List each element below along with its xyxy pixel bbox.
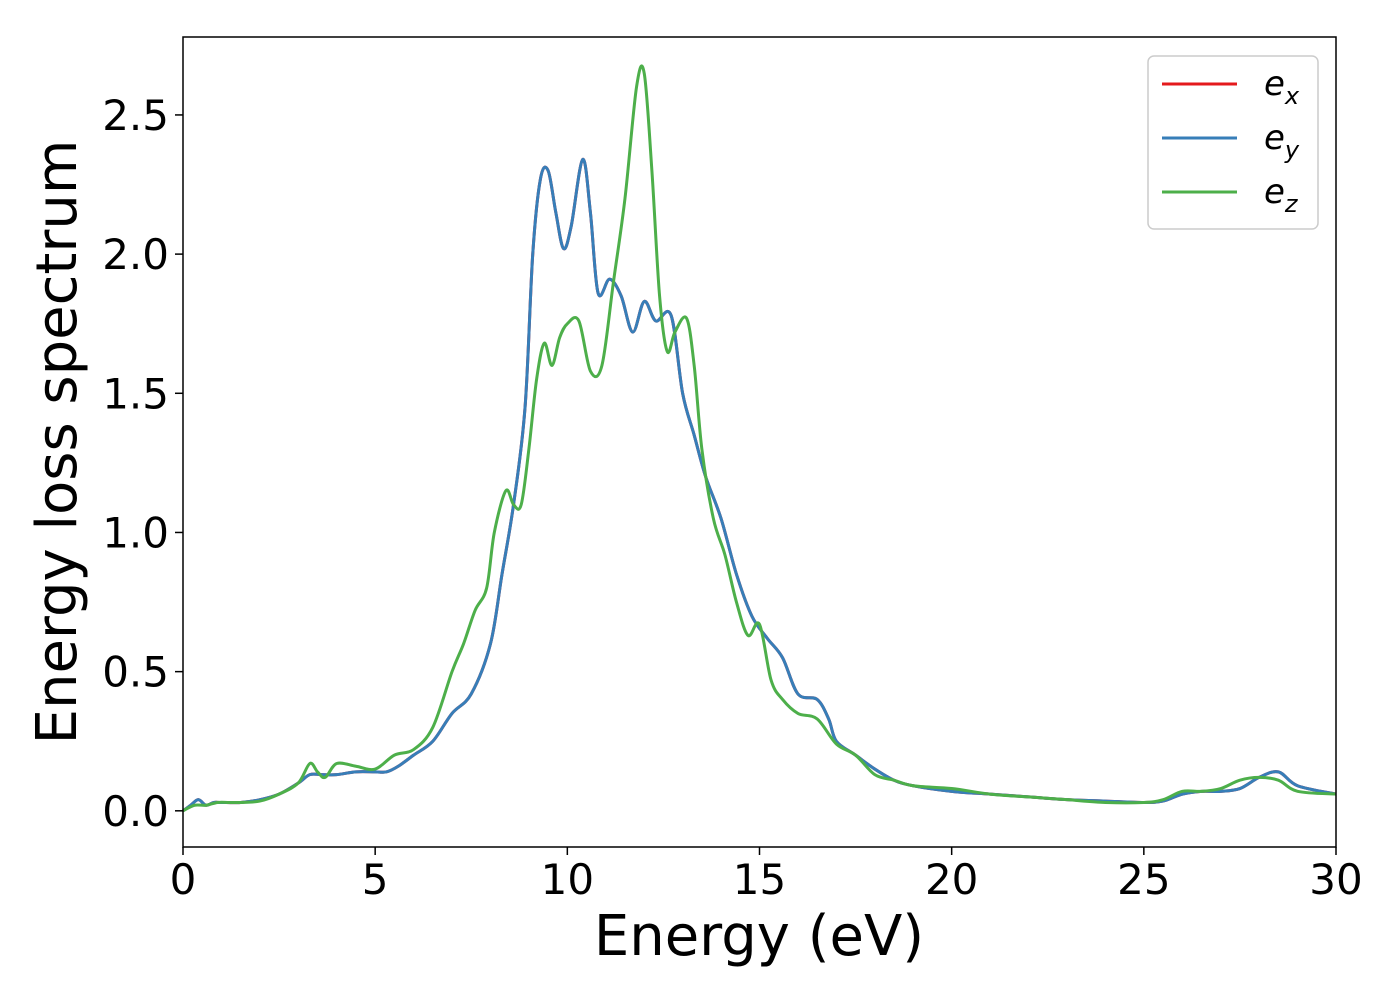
x-tick-label: 15 — [733, 855, 786, 904]
x-tick-label: 0 — [170, 855, 197, 904]
series-line-z — [182, 64, 1337, 813]
y-tick-label: 0.5 — [102, 648, 169, 697]
x-tick-label: 30 — [1309, 855, 1362, 904]
series-layer — [182, 64, 1337, 813]
x-axis: 0 5 10 15 20 25 30 — [170, 847, 1363, 904]
plot-background — [183, 37, 1336, 847]
x-axis-label: Energy (eV) — [594, 904, 924, 969]
legend-frame — [1147, 55, 1319, 230]
x-tick-label: 20 — [925, 855, 978, 904]
y-tick-label: 1.5 — [102, 369, 169, 418]
x-tick-label: 5 — [362, 855, 389, 904]
y-tick-label: 0.0 — [102, 787, 169, 836]
y-axis: 0.0 0.5 1.0 1.5 2.0 2.5 — [102, 91, 183, 836]
y-axis-label: Energy loss spectrum — [25, 140, 90, 745]
y-tick-label: 2.5 — [102, 91, 169, 140]
y-tick-label: 1.0 — [102, 508, 169, 557]
x-tick-label: 25 — [1117, 855, 1170, 904]
x-tick-label: 10 — [541, 855, 594, 904]
y-tick-label: 2.0 — [102, 230, 169, 279]
